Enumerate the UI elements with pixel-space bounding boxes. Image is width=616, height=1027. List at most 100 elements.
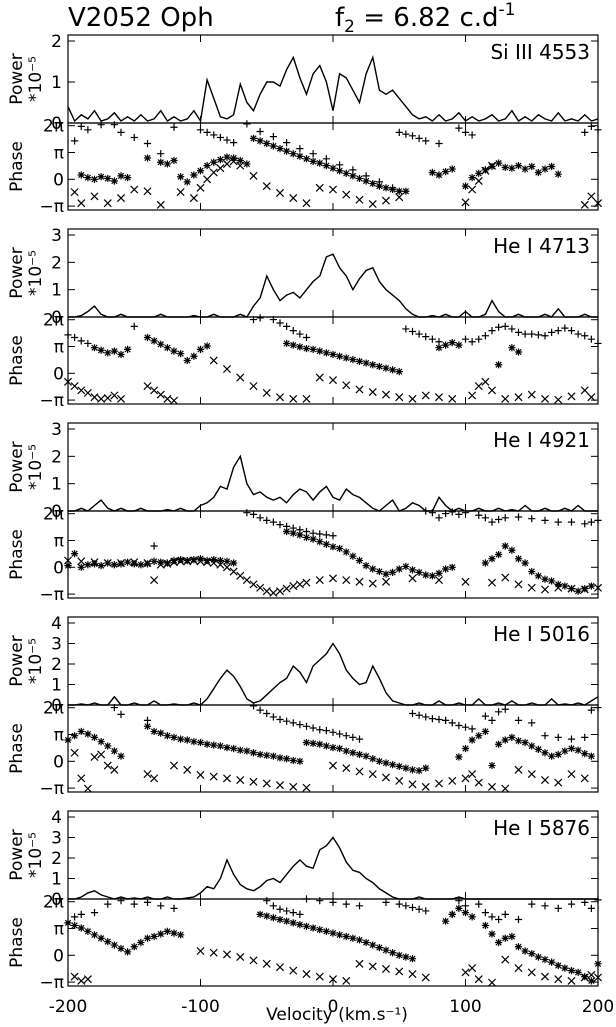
phase-cross-marker xyxy=(580,774,589,783)
phase-plus-marker xyxy=(77,337,85,345)
freq-symbol: f xyxy=(335,3,345,33)
phase-star-marker xyxy=(528,742,536,750)
phase-star-marker xyxy=(90,344,99,352)
phase-star-marker xyxy=(110,347,118,355)
phase-star-marker xyxy=(382,184,390,192)
phase-star-marker xyxy=(64,919,72,927)
phase-plus-marker xyxy=(567,518,576,526)
phase-plus-marker xyxy=(402,902,410,910)
phase-star-marker xyxy=(249,134,258,142)
phase-star-marker xyxy=(104,559,112,567)
phase-cross-marker xyxy=(222,563,232,572)
phase-plus-marker xyxy=(475,511,483,519)
phase-star-marker xyxy=(534,745,542,753)
phase-star-marker xyxy=(117,172,125,180)
phase-star-marker xyxy=(548,162,556,171)
phase-plus-marker xyxy=(594,703,602,712)
power-tick-label: 1 xyxy=(51,73,62,93)
phase-star-marker xyxy=(355,357,364,365)
phase-plus-marker xyxy=(322,531,330,539)
phase-star-marker xyxy=(210,741,218,749)
phase-plus-marker xyxy=(269,133,277,141)
phase-star-marker xyxy=(322,349,330,357)
phase-cross-marker xyxy=(368,770,377,779)
phase-star-marker xyxy=(508,733,516,742)
phase-star-marker xyxy=(157,729,165,737)
phase-cross-marker xyxy=(468,964,477,973)
phase-cross-marker xyxy=(103,761,112,770)
phase-star-marker xyxy=(71,921,79,930)
phase-star-marker xyxy=(362,177,370,185)
phase-star-marker xyxy=(256,750,264,759)
phase-cross-marker xyxy=(209,356,218,365)
phase-plus-marker xyxy=(302,333,311,342)
phase-plus-marker xyxy=(468,131,476,139)
phase-tick-label: 2π xyxy=(43,311,64,331)
phase-star-marker xyxy=(329,929,337,937)
power-scale-label: *10⁻⁵ xyxy=(26,250,46,296)
phase-plus-marker xyxy=(541,902,549,910)
phase-plus-marker xyxy=(256,514,264,522)
phase-cross-marker xyxy=(468,185,477,194)
phase-cross-marker xyxy=(222,950,232,959)
phase-star-marker xyxy=(183,356,191,365)
phase-plus-marker xyxy=(435,514,443,522)
phase-star-marker xyxy=(342,354,350,362)
phase-star-marker xyxy=(97,934,105,942)
phase-star-marker xyxy=(236,746,244,754)
phase-cross-marker xyxy=(554,975,563,984)
phase-tick-label: −π xyxy=(40,973,64,993)
phase-star-marker xyxy=(594,960,602,968)
phase-star-marker xyxy=(375,362,383,371)
phase-star-marker xyxy=(263,751,271,759)
phase-cross-marker xyxy=(448,394,457,403)
phase-star-marker xyxy=(84,927,92,936)
phase-star-marker xyxy=(395,187,403,195)
phase-star-marker xyxy=(283,917,291,925)
phase-star-marker xyxy=(528,949,536,958)
phase-cross-marker xyxy=(77,557,86,566)
phase-plus-marker xyxy=(263,516,271,524)
phase-plus-marker xyxy=(567,900,576,908)
phase-star-marker xyxy=(521,947,529,955)
phase-star-marker xyxy=(163,732,171,740)
phase-star-marker xyxy=(203,342,211,350)
phase-plus-marker xyxy=(501,514,509,522)
phase-plus-marker xyxy=(455,721,463,730)
phase-star-marker xyxy=(309,157,317,165)
phase-star-marker xyxy=(309,924,317,932)
phase-plus-marker xyxy=(322,155,330,163)
phase-star-marker xyxy=(296,152,304,160)
x-tick-label: 100 xyxy=(449,997,481,1017)
phase-cross-marker xyxy=(434,779,444,788)
phase-plus-marker xyxy=(143,898,152,907)
phase-star-marker xyxy=(77,171,85,179)
phase-star-marker xyxy=(216,556,224,565)
phase-plus-marker xyxy=(170,904,178,912)
phase-star-marker xyxy=(276,754,284,762)
phase-plus-marker xyxy=(289,909,297,917)
phase-star-marker xyxy=(322,540,330,548)
phase-star-marker xyxy=(90,560,99,568)
phase-plus-marker xyxy=(296,144,304,153)
phase-star-marker xyxy=(355,936,364,944)
phase-star-marker xyxy=(269,752,277,760)
power-tick-label: 2 xyxy=(51,655,62,675)
phase-plus-marker xyxy=(475,900,483,908)
phase-cross-marker xyxy=(302,578,311,587)
phase-cross-marker xyxy=(554,778,563,787)
phase-cross-marker xyxy=(408,970,417,979)
phase-cross-marker xyxy=(150,774,159,783)
phase-plus-marker xyxy=(587,706,595,714)
phase-plus-marker xyxy=(594,126,602,134)
phase-plus-marker xyxy=(256,127,264,136)
phase-cross-marker xyxy=(77,386,86,395)
phase-cross-marker xyxy=(196,770,205,779)
phase-star-marker xyxy=(289,919,297,927)
phase-star-marker xyxy=(104,938,112,946)
phase-plus-marker xyxy=(428,715,436,723)
phase-star-marker xyxy=(501,542,509,550)
phase-plus-marker xyxy=(581,733,589,742)
phase-star-marker xyxy=(395,762,403,771)
phase-star-marker xyxy=(448,165,456,173)
